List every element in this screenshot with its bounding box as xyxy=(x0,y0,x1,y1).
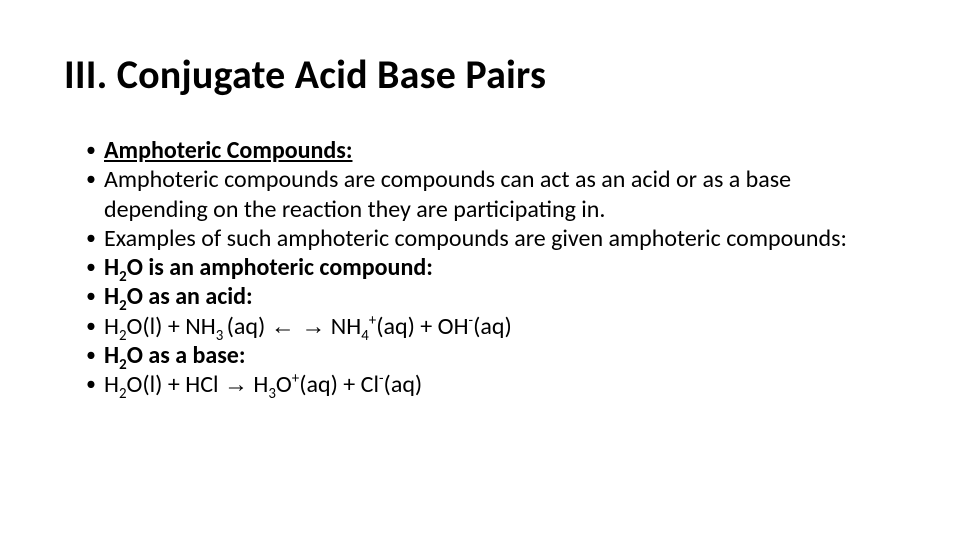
text-run: (aq) xyxy=(227,312,271,341)
text-run: NH xyxy=(325,312,361,341)
bullet-item: Amphoteric compounds are compounds can a… xyxy=(86,165,896,224)
text-run: ← → xyxy=(271,313,326,340)
text-run: Amphoteric compounds are compounds can a… xyxy=(104,165,791,223)
text-run: H xyxy=(104,282,119,311)
text-run: Examples of such amphoteric compounds ar… xyxy=(104,224,847,253)
text-run: (aq) + OH xyxy=(376,312,468,341)
text-run: O as an acid: xyxy=(127,282,253,311)
text-run: H xyxy=(104,341,119,370)
text-run: (aq) xyxy=(473,312,512,341)
text-run: (aq) + Cl xyxy=(299,370,379,399)
bullet-item: H2O as an acid: xyxy=(86,282,896,311)
bullet-list: Amphoteric Compounds:Amphoteric compound… xyxy=(64,136,896,399)
text-run: → xyxy=(224,371,248,398)
text-run: H xyxy=(104,370,119,399)
text-run: H xyxy=(248,370,268,399)
bullet-item: H2O is an amphoteric compound: xyxy=(86,253,896,282)
bullet-item: H2O(l) + HCl → H3O+(aq) + Cl-(aq) xyxy=(86,370,896,399)
bullet-item: H2O as a base: xyxy=(86,341,896,370)
text-run: O(l) + NH xyxy=(127,312,216,341)
text-run: O(l) + HCl xyxy=(127,370,224,399)
text-run: Amphoteric Compounds: xyxy=(104,136,352,165)
text-run: 3 xyxy=(268,384,276,402)
text-run: O is an amphoteric compound: xyxy=(127,253,433,282)
slide-title: III. Conjugate Acid Base Pairs xyxy=(64,52,896,98)
text-run: (aq) xyxy=(384,370,423,399)
text-run: H xyxy=(104,253,119,282)
text-run: H xyxy=(104,312,119,341)
slide: III. Conjugate Acid Base Pairs Amphoteri… xyxy=(0,0,960,540)
text-run: O xyxy=(276,370,292,399)
bullet-item: Amphoteric Compounds: xyxy=(86,136,896,165)
text-run: O as a base: xyxy=(127,341,246,370)
bullet-item: Examples of such amphoteric compounds ar… xyxy=(86,224,896,253)
text-run: 2 xyxy=(119,384,127,402)
bullet-item: H2O(l) + NH3 (aq) ← → NH4+(aq) + OH-(aq) xyxy=(86,312,896,341)
